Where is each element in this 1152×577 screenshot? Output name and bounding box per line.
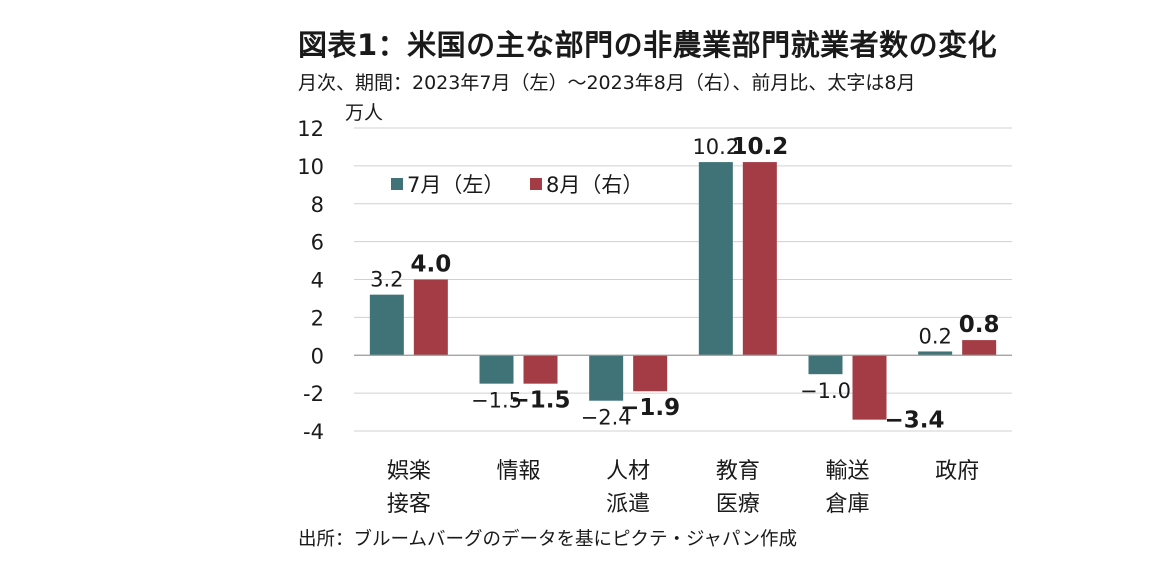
y-tick-label: -4 <box>303 420 324 444</box>
data-labels: 3.2 4.0 −1.5−1.5 −2.4−1.9 10.210.2 −1.0 −3.4 0.… <box>370 134 999 434</box>
category-label: 接客 <box>387 492 431 517</box>
legend: 7月（左） 8月（右） <box>391 173 643 197</box>
category-label: 医療 <box>716 492 760 517</box>
bar-jul <box>589 355 624 401</box>
data-label-jul: −1.0 <box>800 379 851 403</box>
bar-jul <box>808 355 843 375</box>
data-label-aug: −1.9 <box>620 395 680 421</box>
category-label: 情報 <box>496 459 540 484</box>
legend-swatch <box>391 178 403 190</box>
y-tick-label: 6 <box>311 231 324 255</box>
bar-aug <box>633 355 668 392</box>
y-tick-label: 0 <box>311 344 324 368</box>
bar-jul <box>369 294 404 356</box>
y-axis-ticks: 12 10 8 6 4 2 0 -2 -4 <box>297 117 324 444</box>
category-label: 政府 <box>935 459 979 484</box>
data-label-jul: −2.4 <box>581 406 632 430</box>
bar-jul <box>479 355 514 384</box>
category-label: 人材 <box>606 459 650 484</box>
data-label-jul: 0.2 <box>918 324 951 348</box>
category-label: 娯楽 <box>387 459 431 484</box>
bar-aug <box>742 162 777 356</box>
data-label-jul: −1.5 <box>471 389 522 413</box>
data-label-aug: −1.5 <box>510 388 570 414</box>
source-note: 出所：ブルームバーグのデータを基にピクテ・ジャパン作成 <box>298 529 797 550</box>
category-label: 教育 <box>716 459 760 484</box>
category-label: 倉庫 <box>825 492 869 517</box>
data-label-aug: −3.4 <box>885 408 945 434</box>
y-tick-label: 10 <box>297 155 324 179</box>
bar-aug <box>523 355 558 384</box>
bar-aug <box>962 340 997 356</box>
category-label: 派遣 <box>606 492 650 517</box>
bar-aug <box>413 279 448 356</box>
y-axis-unit-label: 万人 <box>345 102 384 124</box>
data-label-jul: 3.2 <box>370 268 403 292</box>
bar-jul <box>918 351 953 356</box>
legend-label: 8月（右） <box>546 173 643 197</box>
bar-jul <box>698 162 733 356</box>
data-label-aug: 10.2 <box>731 134 788 160</box>
legend-label: 7月（左） <box>407 173 504 197</box>
y-tick-label: 12 <box>297 117 324 141</box>
bar-aug <box>852 355 887 420</box>
y-tick-label: -2 <box>303 382 324 406</box>
legend-swatch <box>530 178 542 190</box>
data-label-aug: 4.0 <box>410 252 451 278</box>
gridlines <box>354 127 1012 432</box>
y-tick-label: 4 <box>311 269 324 293</box>
bars <box>369 162 997 420</box>
data-label-aug: 0.8 <box>959 312 1000 338</box>
y-tick-label: 2 <box>311 306 324 330</box>
data-label-jul: 10.2 <box>692 135 739 159</box>
chart-subtitle: 月次、期間：2023年7月（左）～2023年8月（右）、前月比、太字は8月 <box>298 72 916 94</box>
category-label: 輸送 <box>825 459 869 484</box>
y-tick-label: 8 <box>311 193 324 217</box>
chart-title: 図表1：米国の主な部門の非農業部門就業者数の変化 <box>298 28 998 62</box>
